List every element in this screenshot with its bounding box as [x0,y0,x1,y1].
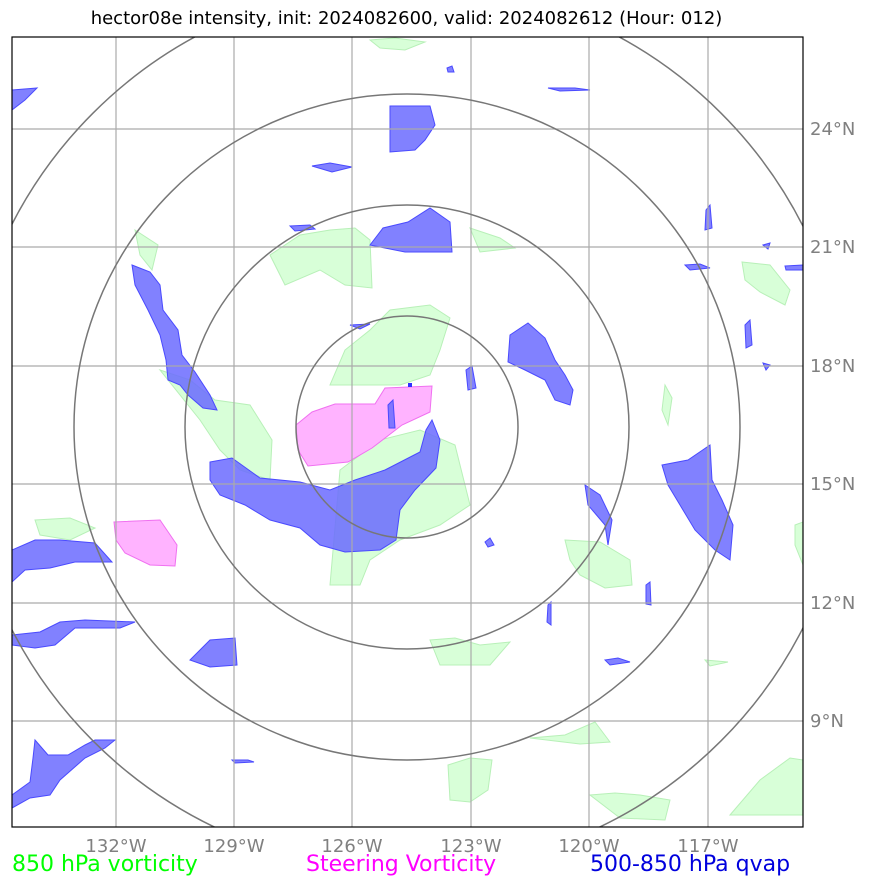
latitude-labels: 24°N 21°N 18°N 15°N 12°N 9°N [810,119,855,732]
legend-steering-vorticity: Steering Vorticity [306,852,497,877]
lat-label-12n: 12°N [810,593,855,614]
lat-label-15n: 15°N [810,474,855,495]
range-rings [12,37,803,827]
lon-label-132w: 132°W [85,836,146,857]
map-frame [11,36,804,828]
lon-label-123w: 123°W [440,836,501,857]
lat-label-9n: 9°N [810,711,844,732]
lat-label-24n: 24°N [810,119,855,140]
lat-label-21n: 21°N [810,237,855,258]
storm-center-marker [408,383,412,387]
legend-qvap-500-850: 500-850 hPa qvap [590,852,791,877]
vorticity-850-contours [34,37,803,821]
longitude-labels: 132°W 129°W 126°W 123°W 120°W 117°W [85,836,738,857]
lat-label-18n: 18°N [810,356,855,377]
legend-vorticity-850: 850 hPa vorticity [12,852,198,877]
lon-label-129w: 129°W [203,836,264,857]
graticule [12,37,803,827]
lon-label-120w: 120°W [558,836,619,857]
lon-label-126w: 126°W [321,836,382,857]
lon-label-117w: 117°W [677,836,738,857]
map-title: hector08e intensity, init: 2024082600, v… [90,8,723,29]
qvap-contours [12,65,803,809]
steering-vorticity-contours [113,385,433,567]
